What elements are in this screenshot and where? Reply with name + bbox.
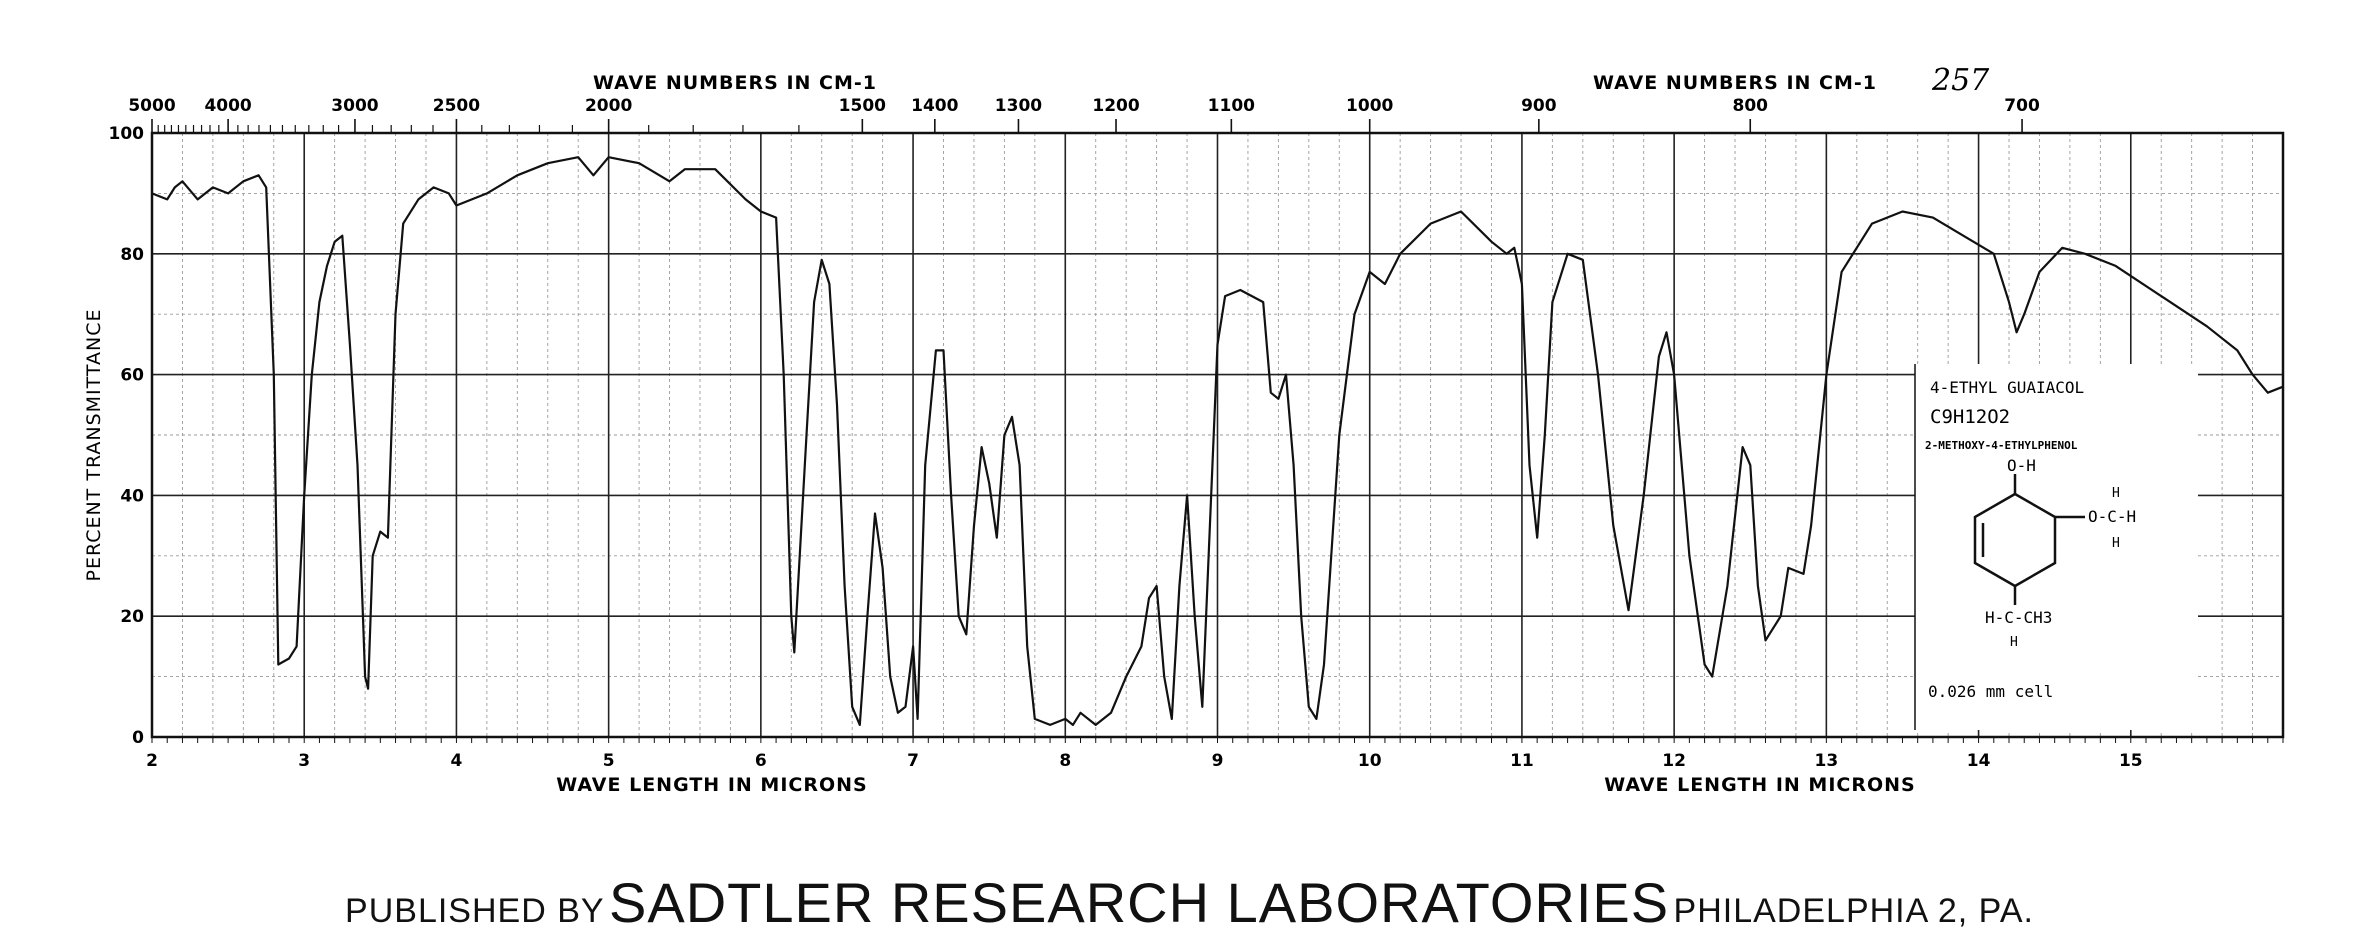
- footer-location: PHILADELPHIA 2, PA.: [1673, 892, 2034, 930]
- x-tick-label: 9: [1212, 751, 1224, 771]
- left-axis-ticks: 0 20 40 60 80 100: [109, 124, 145, 748]
- top-tick-label: 700: [2004, 96, 2040, 116]
- x-tick-label: 2: [146, 751, 158, 771]
- footer-published-by: PUBLISHED BY: [345, 892, 605, 930]
- spectrum-line: [151, 156, 2284, 726]
- ethyl-h-label: H: [2010, 635, 2018, 650]
- x-tick-label: 3: [298, 751, 310, 771]
- top-tick-label: 1000: [1346, 96, 1393, 116]
- hydroxyl-label: O-H: [2007, 456, 2036, 475]
- x-tick-label: 8: [1059, 751, 1071, 771]
- major-grid: [151, 132, 2283, 738]
- y-tick-label: 20: [120, 607, 144, 627]
- x-tick-label: 4: [451, 751, 463, 771]
- cell-note: 0.026 mm cell: [1928, 682, 2053, 701]
- x-tick-label: 15: [2119, 751, 2143, 771]
- top-axis-title-left: WAVE NUMBERS IN CM-1: [593, 72, 877, 94]
- x-tick-label: 7: [907, 751, 919, 771]
- top-axis-ticks: 5000 4000 3000 2500 2000 1500 1400 1300 1200 1100…: [128, 96, 2040, 133]
- x-tick-label: 10: [1358, 751, 1382, 771]
- methoxy-h-bottom: H: [2112, 536, 2120, 551]
- x-tick-label: 14: [1967, 751, 1991, 771]
- top-tick-label: 2000: [585, 96, 632, 116]
- x-tick-label: 11: [1510, 751, 1534, 771]
- y-axis-title: PERCENT TRANSMITTANCE: [83, 308, 105, 581]
- ir-spectrum-chart: 5000 4000 3000 2500 2000 1500 1400 1300 1200 1100…: [83, 63, 2285, 796]
- bottom-axis-title-right: WAVE LENGTH IN MICRONS: [1604, 774, 1915, 796]
- bottom-axis-title-left: WAVE LENGTH IN MICRONS: [556, 774, 867, 796]
- compound-info-box: 4-ETHYL GUAIACOL C9H12O2 2-METHOXY-4-ETH…: [1914, 364, 2198, 730]
- methoxy-label: O-C-H: [2088, 507, 2136, 526]
- y-tick-label: 60: [120, 366, 144, 386]
- top-tick-label: 800: [1733, 96, 1769, 116]
- publisher-footer: PUBLISHED BY SADTLER RESEARCH LABORATORI…: [0, 870, 2379, 935]
- top-tick-label: 2500: [433, 96, 480, 116]
- top-axis-title-right: WAVE NUMBERS IN CM-1: [1593, 72, 1877, 94]
- top-tick-label: 5000: [128, 96, 175, 116]
- y-tick-label: 0: [132, 728, 144, 748]
- y-tick-label: 100: [109, 124, 145, 144]
- top-tick-label: 1100: [1208, 96, 1255, 116]
- top-tick-label: 1200: [1092, 96, 1139, 116]
- top-tick-label: 4000: [204, 96, 251, 116]
- y-tick-label: 40: [120, 486, 144, 506]
- top-tick-label: 900: [1521, 96, 1557, 116]
- compound-name: 4-ETHYL GUAIACOL: [1930, 378, 2084, 397]
- x-tick-label: 12: [1662, 751, 1686, 771]
- x-tick-label: 6: [755, 751, 767, 771]
- top-tick-label: 1300: [995, 96, 1042, 116]
- x-tick-label: 5: [603, 751, 615, 771]
- bottom-axis-ticks: 2 3 4 5 6 7 8 9 10 11 12 13 14 15: [146, 737, 2284, 771]
- y-tick-label: 80: [120, 245, 144, 265]
- compound-formula: C9H12O2: [1930, 406, 2010, 428]
- info-box-background: [1915, 364, 2198, 730]
- compound-synonym: 2-METHOXY-4-ETHYLPHENOL: [1925, 439, 2078, 452]
- x-tick-label: 13: [1815, 751, 1839, 771]
- top-tick-label: 3000: [331, 96, 378, 116]
- page-number-note: 257: [1931, 63, 1990, 98]
- ethyl-label: H-C-CH3: [1985, 608, 2052, 627]
- structure-diagram: [1973, 474, 2085, 605]
- methoxy-h-top: H: [2112, 486, 2120, 501]
- footer-lab-name: SADTLER RESEARCH LABORATORIES: [609, 871, 1670, 934]
- top-tick-label: 1400: [911, 96, 958, 116]
- top-tick-label: 1500: [839, 96, 886, 116]
